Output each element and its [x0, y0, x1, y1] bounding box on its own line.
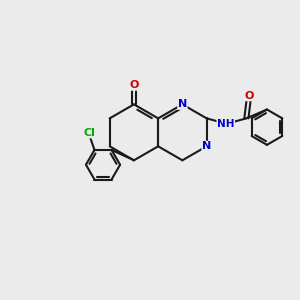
- Text: N: N: [178, 99, 187, 110]
- Text: O: O: [129, 80, 139, 90]
- Text: NH: NH: [217, 119, 235, 129]
- Text: N: N: [202, 141, 211, 151]
- Text: Cl: Cl: [83, 128, 95, 138]
- Text: O: O: [244, 91, 254, 101]
